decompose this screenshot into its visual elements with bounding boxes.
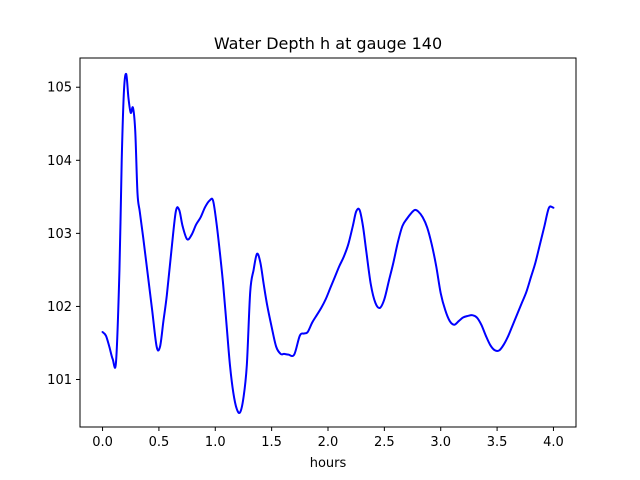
x-axis-label: hours [310, 456, 347, 471]
y-axis: 101 102 103 104 105 [47, 81, 80, 388]
x-tick-label: 1.0 [205, 435, 226, 450]
x-tick-label: 3.0 [430, 435, 451, 450]
x-tick-label: 2.0 [318, 435, 339, 450]
chart-title: Water Depth h at gauge 140 [214, 34, 442, 53]
x-tick-label: 4.0 [543, 435, 564, 450]
y-tick-label: 103 [47, 227, 72, 242]
y-tick-label: 101 [47, 373, 72, 388]
x-tick-label: 3.5 [487, 435, 508, 450]
x-axis: 0.0 0.5 1.0 1.5 2.0 2.5 3.0 3.5 4.0 [92, 427, 564, 450]
y-tick-label: 102 [47, 300, 72, 315]
y-tick-label: 105 [47, 81, 72, 96]
x-tick-label: 0.5 [149, 435, 170, 450]
y-tick-label: 104 [47, 154, 72, 169]
plot-area [101, 72, 555, 415]
x-tick-label: 1.5 [261, 435, 282, 450]
x-tick-label: 0.0 [92, 435, 113, 450]
series-line-water-depth [101, 72, 555, 415]
x-tick-label: 2.5 [374, 435, 395, 450]
